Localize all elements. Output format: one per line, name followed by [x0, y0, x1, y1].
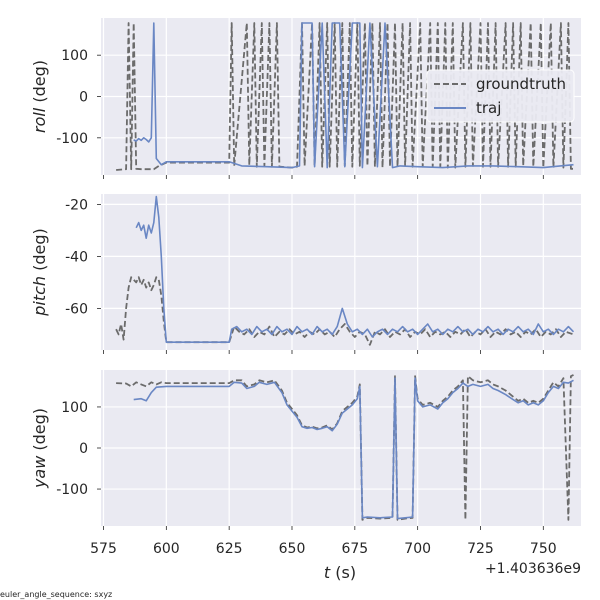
yaw-traj-line: [133, 377, 574, 520]
legend-groundtruth-label: groundtruth: [476, 75, 566, 93]
x-axis-offset-label: +1.403636e9: [485, 561, 581, 577]
x-tick-label: 700: [404, 541, 431, 557]
x-tick-label: 750: [530, 541, 557, 557]
legend-traj-label: traj: [476, 99, 501, 117]
pitch-subplot: -20 -40 -60 pitch (deg): [30, 194, 581, 354]
yaw-y-tick-label: -100: [56, 482, 88, 498]
pitch-y-tick-label: -40: [65, 249, 88, 265]
x-tick-label: 725: [467, 541, 494, 557]
pitch-traj-line: [135, 195, 575, 343]
roll-traj-line: [133, 22, 574, 169]
yaw-y-axis-label: yaw (deg): [30, 408, 49, 489]
pitch-y-tick-label: -20: [65, 197, 88, 213]
yaw-groundtruth-line: [116, 374, 574, 521]
euler-sequence-footnote: euler_angle_sequence: sxyz: [0, 590, 112, 599]
pitch-y-tick-label: -60: [65, 301, 88, 317]
pitch-plot-area: [101, 194, 581, 350]
x-axis-label: t (s): [324, 563, 356, 582]
roll-y-tick-label: -100: [56, 131, 88, 147]
roll-y-tick-label: 0: [79, 90, 88, 106]
pitch-groundtruth-line: [115, 276, 574, 346]
legend: groundtruth traj: [426, 69, 575, 123]
roll-groundtruth-line: [116, 22, 574, 171]
x-tick-label: 650: [279, 541, 306, 557]
roll-y-tick-label: 100: [61, 48, 88, 64]
yaw-y-tick-label: 0: [79, 441, 88, 457]
yaw-subplot: 575 600 625 650 675 700 725 750 100 0 -100 yaw (deg…: [30, 370, 581, 557]
x-tick-label: 575: [90, 541, 117, 557]
x-tick-label: 675: [341, 541, 368, 557]
pitch-y-axis-label: pitch (deg): [30, 228, 49, 317]
x-tick-label: 600: [153, 541, 180, 557]
x-tick-label: 625: [216, 541, 243, 557]
roll-y-axis-label: roll (deg): [30, 60, 49, 133]
yaw-y-tick-label: 100: [61, 400, 88, 416]
